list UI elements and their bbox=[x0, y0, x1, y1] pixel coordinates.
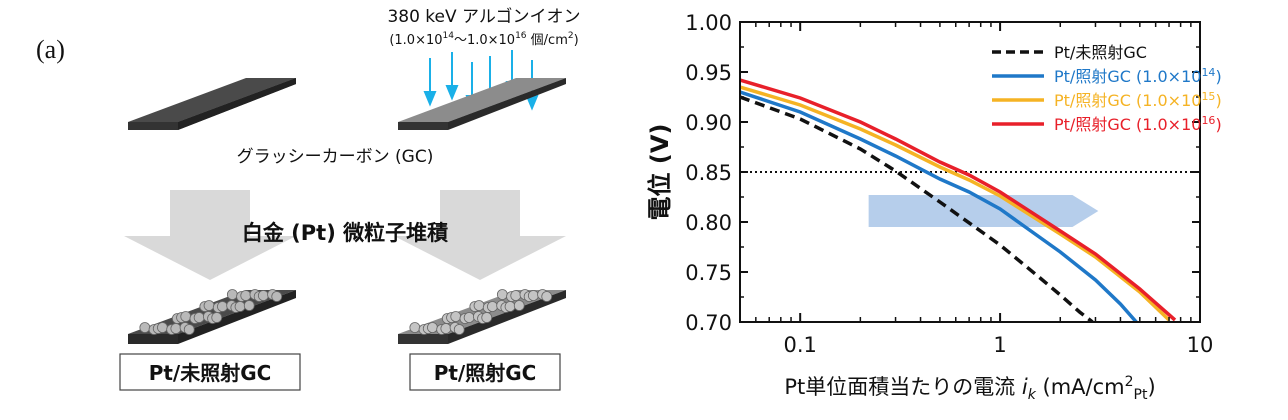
pt-plate-unirradiated bbox=[128, 289, 296, 344]
y-tick-label: 0.90 bbox=[685, 111, 732, 135]
down-arrow-icon bbox=[124, 190, 296, 280]
pt-particle bbox=[234, 301, 246, 312]
x-tick-label: 1 bbox=[993, 333, 1006, 357]
pt-plate-irradiated bbox=[398, 289, 566, 344]
legend-entry: Pt/照射GC (1.0×1014) bbox=[1054, 66, 1222, 86]
pt-particle bbox=[271, 291, 283, 302]
pt-particle bbox=[453, 324, 465, 335]
pt-particle bbox=[193, 312, 205, 323]
series-line-2 bbox=[740, 85, 1171, 322]
pt-particle bbox=[440, 323, 452, 334]
pt-particle bbox=[481, 312, 493, 323]
pt-particle bbox=[226, 289, 238, 300]
schematic-diagram: (a) 380 keV アルゴンイオン (1.0×1014〜1.0×1016 個… bbox=[36, 6, 581, 391]
series-line-3 bbox=[740, 78, 1177, 322]
pt-particle bbox=[170, 323, 182, 334]
pt-particle bbox=[527, 290, 539, 301]
pt-particle bbox=[243, 300, 255, 311]
y-tick-label: 0.70 bbox=[685, 311, 732, 335]
pt-particle bbox=[139, 322, 151, 333]
pt-particle bbox=[157, 322, 168, 333]
legend-entry: Pt/照射GC (1.0×1015) bbox=[1054, 90, 1222, 110]
x-axis-label: Pt単位面積当たりの電流 ik (mA/cm2Pt) bbox=[784, 374, 1155, 403]
gc-plate-unirradiated bbox=[128, 78, 296, 130]
polarization-chart: 0.70 0.75 0.80 0.85 0.90 0.95 1.00 0.1 1 10 電位 (V)… bbox=[646, 11, 1222, 403]
pt-particle bbox=[463, 312, 475, 323]
down-arrow-icon bbox=[394, 190, 566, 280]
pt-particles bbox=[139, 289, 283, 335]
pt-particle bbox=[257, 290, 269, 301]
pt-particle bbox=[541, 291, 553, 302]
process-arrows bbox=[124, 190, 566, 280]
pt-particle bbox=[211, 312, 223, 323]
pt-particle bbox=[504, 301, 516, 312]
pt-particle bbox=[513, 300, 525, 311]
pt-particle bbox=[409, 322, 421, 333]
y-tick-label: 0.85 bbox=[685, 161, 732, 185]
pt-particle bbox=[203, 300, 215, 311]
x-tick-label: 10 bbox=[1187, 333, 1214, 357]
pt-particle bbox=[510, 290, 522, 301]
y-tick-label: 0.75 bbox=[685, 261, 732, 285]
panel-label: (a) bbox=[36, 35, 65, 64]
pt-particle bbox=[180, 311, 192, 322]
process-label: 白金 (Pt) 微粒子堆積 bbox=[242, 221, 449, 245]
ion-beam-title: 380 keV アルゴンイオン bbox=[387, 6, 580, 27]
pt-particle bbox=[427, 322, 438, 333]
y-tick-label: 0.80 bbox=[685, 211, 732, 235]
pt-particle bbox=[487, 301, 498, 312]
legend-entry: Pt/未照射GC bbox=[1054, 43, 1147, 62]
ion-arrow-icon bbox=[445, 52, 459, 101]
y-tick-label: 0.95 bbox=[685, 61, 732, 85]
legend-entry: Pt/照射GC (1.0×1016) bbox=[1054, 114, 1222, 134]
pt-particle bbox=[183, 324, 195, 335]
ion-arrow-icon bbox=[423, 58, 437, 107]
y-axis-label: 電位 (V) bbox=[646, 124, 674, 221]
label-pt-irradiated: Pt/照射GC bbox=[434, 361, 537, 385]
pt-particle bbox=[496, 289, 508, 300]
substrate-label: グラッシーカーボン (GC) bbox=[237, 147, 434, 167]
pt-particle bbox=[473, 300, 485, 311]
y-tick-label: 1.00 bbox=[685, 11, 732, 35]
x-tick-label: 0.1 bbox=[783, 333, 816, 357]
pt-particles bbox=[409, 289, 553, 335]
gc-plate-irradiated bbox=[398, 78, 566, 130]
pt-particle bbox=[450, 311, 462, 322]
pt-particle bbox=[217, 301, 228, 312]
series-line-1 bbox=[740, 90, 1138, 322]
pt-particle bbox=[240, 290, 252, 301]
label-pt-unirradiated: Pt/未照射GC bbox=[149, 361, 272, 385]
ion-dose-range: (1.0×1014〜1.0×1016 個/cm2) bbox=[389, 31, 578, 48]
series-line-0 bbox=[740, 95, 1094, 322]
